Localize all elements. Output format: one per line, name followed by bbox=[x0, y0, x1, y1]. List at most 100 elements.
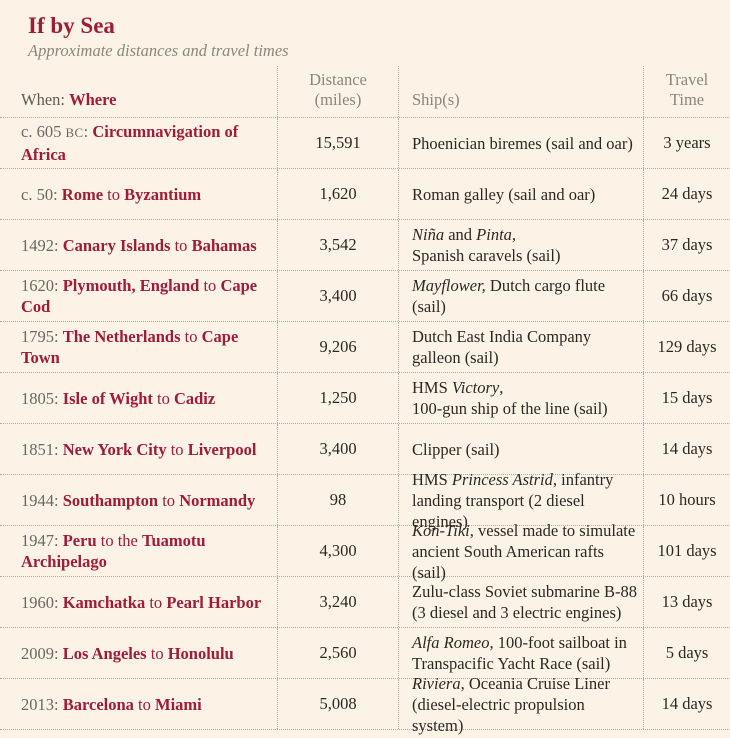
when-where-cell: c. 50: Rome to Byzantium bbox=[0, 169, 277, 219]
when-segment: 1805: bbox=[21, 388, 63, 408]
when-segment: 1947: bbox=[21, 531, 63, 550]
header-when-where: When: Where bbox=[0, 66, 277, 117]
travel-time-value: 14 days bbox=[661, 439, 713, 458]
when-segment: Liverpool bbox=[187, 439, 257, 459]
ship-line: Riviera, Oceania Cruise Liner bbox=[412, 673, 637, 694]
ship-segment: Princess Astrid bbox=[451, 469, 553, 489]
travel-time-cell: 37 days bbox=[643, 220, 730, 270]
ship-segment: galleon (sail) bbox=[412, 348, 499, 367]
when-segment: to bbox=[146, 643, 168, 663]
distance-cell: 98 bbox=[277, 475, 398, 525]
when-segment: Isle of Wight bbox=[62, 388, 153, 408]
ships-cell: Zulu-class Soviet submarine B-88 (3 diese… bbox=[398, 577, 643, 627]
header-distance: Distance (miles) bbox=[277, 66, 398, 117]
ship-line: Niña and Pinta, bbox=[412, 224, 560, 245]
when-segment: Peru bbox=[62, 531, 97, 550]
distance-cell: 5,008 bbox=[277, 679, 398, 729]
ship-line: HMS Princess Astrid, infantry bbox=[412, 469, 637, 490]
ships-cell: Clipper (sail) bbox=[398, 424, 643, 474]
when-segment: Southampton bbox=[62, 490, 159, 510]
distance-value: 3,400 bbox=[319, 286, 357, 305]
table-row: 2009: Los Angeles to Honolulu 2,560 Alfa R… bbox=[0, 628, 730, 679]
when-segment: to bbox=[170, 235, 192, 255]
travel-time-cell: 5 days bbox=[643, 628, 730, 678]
when-segment: to bbox=[152, 388, 174, 408]
distance-value: 98 bbox=[329, 490, 347, 509]
ship-line: ancient South American rafts (sail) bbox=[412, 541, 637, 583]
distance-cell: 15,591 bbox=[277, 118, 398, 168]
ship-text: Alfa Romeo, 100-foot sailboat in Transpac… bbox=[412, 632, 627, 674]
distance-value: 3,400 bbox=[319, 439, 357, 458]
distance-cell: 9,206 bbox=[277, 322, 398, 372]
ship-segment: (diesel-electric propulsion system) bbox=[412, 694, 585, 735]
travel-time-value: 14 days bbox=[661, 694, 713, 713]
ship-segment: Zulu-class Soviet submarine B-88 bbox=[412, 582, 638, 601]
table-header-row: When: Where Distance (miles) Ship(s) Tra… bbox=[0, 66, 730, 118]
ship-segment: , vessel made to simulate bbox=[469, 520, 636, 540]
when-segment: Canary Islands bbox=[62, 235, 171, 255]
ship-segment: Kon-Tiki bbox=[412, 520, 470, 540]
distance-cell: 3,542 bbox=[277, 220, 398, 270]
when-segment: 2009: bbox=[21, 643, 63, 663]
ship-line: landing transport (2 diesel engines) bbox=[412, 490, 637, 532]
when-where-cell: 2009: Los Angeles to Honolulu bbox=[0, 628, 277, 678]
ship-segment: ancient South American rafts (sail) bbox=[412, 541, 604, 582]
travel-time-value: 3 years bbox=[663, 133, 711, 152]
ships-cell: Kon-Tiki, vessel made to simulate ancient… bbox=[398, 521, 643, 582]
when-segment: Kamchatka bbox=[62, 592, 146, 612]
when-where-text: 1947: Peru to the Tuamotu Archipelago bbox=[21, 530, 277, 572]
when-segment: Miami bbox=[155, 694, 202, 714]
when-segment: to bbox=[166, 439, 188, 459]
distance-cell: 3,400 bbox=[277, 271, 398, 321]
ship-line: Spanish caravels (sail) bbox=[412, 245, 560, 266]
ship-segment: Clipper (sail) bbox=[412, 439, 500, 459]
ships-cell: HMS Princess Astrid, infantry landing tra… bbox=[398, 470, 643, 531]
travel-time-value: 101 days bbox=[657, 541, 717, 560]
when-where-cell: c. 605 bc: Circumnavigation of Africa bbox=[0, 118, 277, 168]
when-where-cell: 1947: Peru to the Tuamotu Archipelago bbox=[0, 526, 277, 576]
ship-segment: , infantry bbox=[552, 469, 614, 489]
ship-line: HMS Victory, bbox=[412, 377, 608, 398]
header-when-where-label: When: Where bbox=[21, 90, 116, 110]
distance-value: 9,206 bbox=[319, 337, 357, 356]
ship-segment: and bbox=[444, 225, 477, 244]
travel-time-cell: 14 days bbox=[643, 679, 730, 729]
table-row: 1947: Peru to the Tuamotu Archipelago 4,3… bbox=[0, 521, 730, 582]
when-segment: New York City bbox=[62, 439, 167, 459]
ship-line: Phoenician biremes (sail and oar) bbox=[412, 133, 633, 154]
ship-segment: Dutch East India Company bbox=[412, 327, 592, 346]
distance-value: 1,620 bbox=[319, 184, 357, 203]
travel-time-value: 37 days bbox=[661, 235, 713, 254]
when-where-text: 1944: Southampton to Normandy bbox=[21, 490, 255, 511]
ship-segment: HMS bbox=[412, 378, 452, 397]
travel-time-value: 129 days bbox=[657, 337, 717, 356]
sea-table: When: Where Distance (miles) Ship(s) Tra… bbox=[0, 66, 730, 735]
ship-segment: Transpacific Yacht Race (sail) bbox=[412, 654, 611, 673]
header-travel-line2: Time bbox=[669, 90, 705, 109]
ships-cell: HMS Victory, 100-gun ship of the line (sa… bbox=[398, 373, 643, 423]
header-travel-time-label: Travel Time bbox=[666, 70, 708, 110]
ship-text: Riviera, Oceania Cruise Liner (diesel-ele… bbox=[412, 673, 637, 736]
when-segment: to bbox=[145, 592, 167, 612]
header-ships: Ship(s) bbox=[398, 66, 643, 117]
ship-line: Roman galley (sail and oar) bbox=[412, 184, 595, 205]
ship-line: Transpacific Yacht Race (sail) bbox=[412, 653, 627, 674]
when-segment: 1944: bbox=[21, 490, 63, 510]
when-where-text: 1851: New York City to Liverpool bbox=[21, 439, 256, 460]
table-row: 1944: Southampton to Normandy 98 HMS Princ… bbox=[0, 470, 730, 531]
when-segment: Tuamotu Archipelago bbox=[21, 531, 206, 571]
distance-cell: 3,240 bbox=[277, 577, 398, 627]
ship-segment: landing transport (2 diesel engines) bbox=[412, 490, 585, 531]
distance-value: 5,008 bbox=[319, 694, 357, 713]
ship-segment: , bbox=[511, 225, 517, 244]
ship-text: Dutch East India Company galleon (sail) bbox=[412, 326, 591, 368]
table-row: 1620: Plymouth, England to Cape Cod 3,400… bbox=[0, 271, 730, 322]
travel-time-value: 13 days bbox=[661, 592, 713, 611]
ship-segment: Dutch cargo flute (sail) bbox=[412, 276, 606, 316]
when-segment: Honolulu bbox=[167, 643, 234, 663]
ship-segment: 100-gun ship of the line (sail) bbox=[412, 399, 608, 418]
ship-line: (diesel-electric propulsion system) bbox=[412, 694, 637, 736]
when-where-text: c. 605 bc: Circumnavigation of Africa bbox=[21, 121, 277, 165]
ship-segment: (3 diesel and 3 electric engines) bbox=[412, 603, 622, 622]
